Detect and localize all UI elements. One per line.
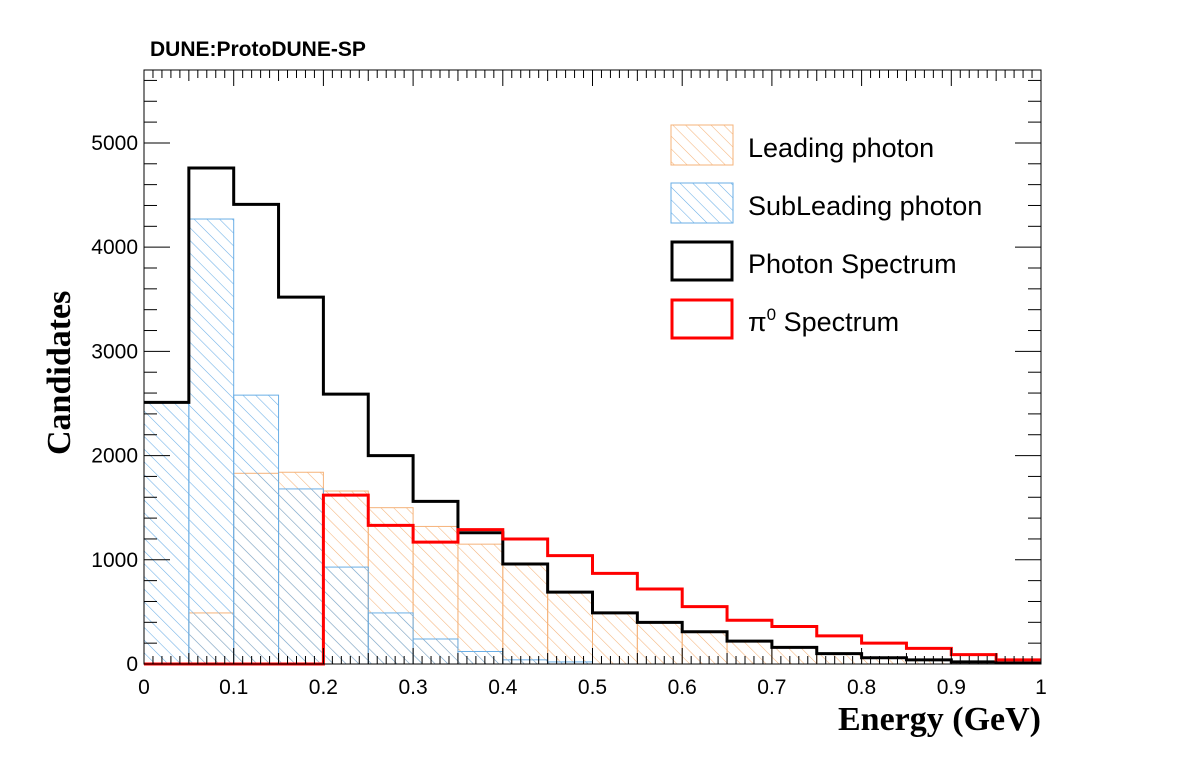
x-tick-label: 0.3 [398,676,427,699]
y-tick-label: 2000 [91,445,138,468]
y-axis-title: Candidates [41,291,78,455]
x-tick-label: 0.8 [847,676,876,699]
axis-ticks: 0 0.1 0.2 0.3 0.4 0.5 0.6 0.7 0.8 0.9 1 0 1000 2000 30… [91,70,1047,699]
x-tick-label: 0.7 [757,676,786,699]
chart-title: DUNE:ProtoDUNE-SP [150,38,366,61]
legend-label-photon-spectrum: Photon Spectrum [748,249,957,279]
spectrum-lines [144,166,1041,666]
y-tick-label: 1000 [91,549,138,572]
pi0-spectrum-line [144,493,1041,666]
y-tick-label: 0 [126,653,138,676]
y-tick-label: 3000 [91,340,138,363]
x-axis-title: Energy (GeV) [838,701,1041,738]
legend-label-leading-photon: Leading photon [748,133,934,163]
x-tick-label: 0.5 [578,676,607,699]
legend-label-pi0-spectrum: π0 Spectrum [748,305,899,337]
legend-swatch-pi0-spectrum [670,298,734,340]
x-tick-label: 0.9 [937,676,966,699]
legend-label-subleading-photon: SubLeading photon [748,191,982,221]
x-tick-label: 0 [138,676,150,699]
legend-swatch-subleading-photon [670,182,734,224]
photon-spectrum-line [144,166,1041,665]
y-tick-label: 5000 [91,132,138,155]
x-tick-label: 0.2 [309,676,338,699]
x-tick-label: 1 [1035,676,1047,699]
x-tick-label: 0.1 [219,676,248,699]
legend: Leading photon SubLeading photon Photon … [670,124,982,340]
y-tick-label: 4000 [91,236,138,259]
legend-swatch-leading-photon [670,124,734,166]
legend-swatch-photon-spectrum [670,240,734,282]
x-tick-label: 0.4 [488,676,518,699]
x-tick-label: 0.6 [668,676,697,699]
